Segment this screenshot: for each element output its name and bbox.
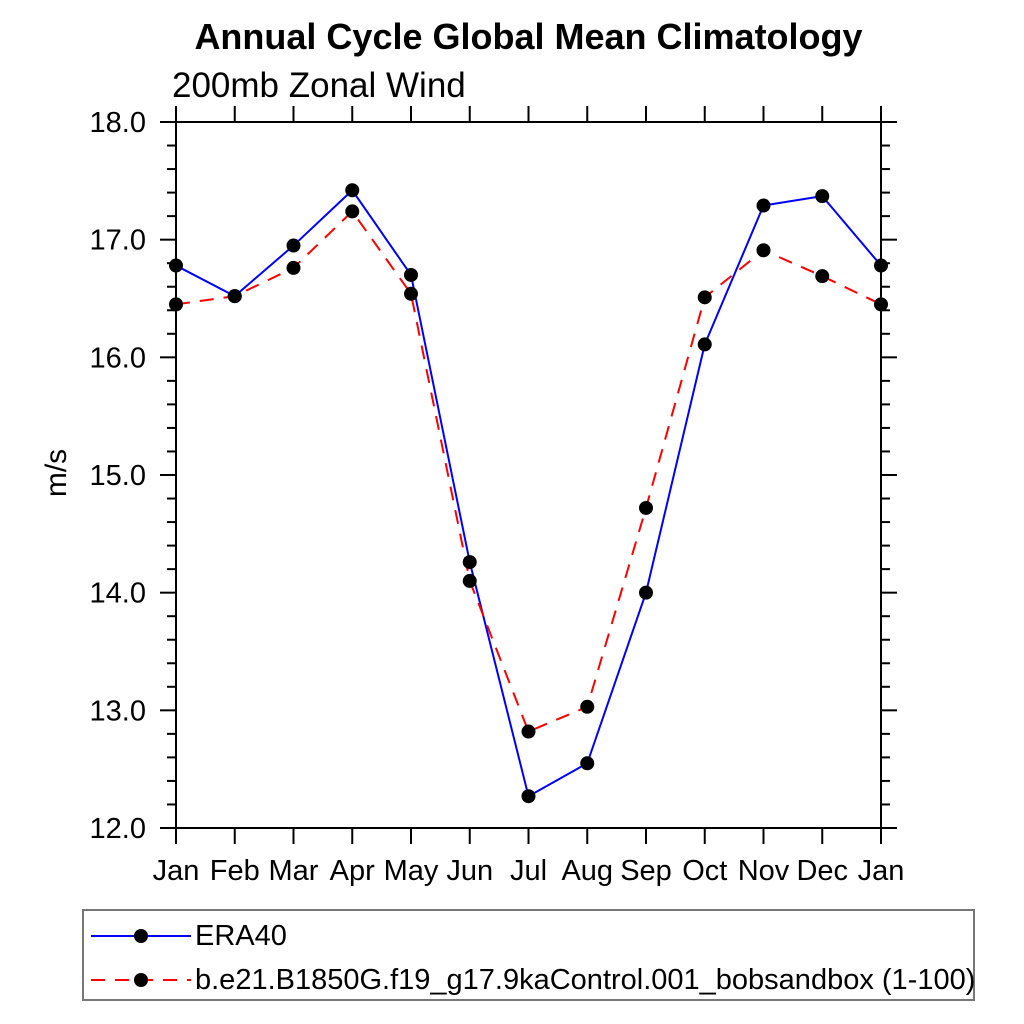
- y-axis-tick-label: 12.0: [90, 813, 146, 845]
- data-point-series-0: [580, 756, 595, 771]
- chart-subtitle: 200mb Zonal Wind: [172, 66, 466, 105]
- data-point-series-1: [169, 297, 183, 312]
- data-point-series-1: [815, 269, 830, 284]
- data-point-series-1: [404, 286, 418, 301]
- x-axis-tick-label: Jan: [153, 855, 200, 887]
- legend-item-model: b.e21.B1850G.f19_g17.9kaControl.001_bobs…: [89, 964, 975, 996]
- data-point-series-0: [815, 189, 830, 204]
- y-axis-label: m/s: [40, 448, 73, 498]
- data-point-series-1: [874, 297, 888, 312]
- x-axis-tick-label: Aug: [561, 855, 613, 887]
- x-axis-tick-label: Jan: [858, 855, 905, 887]
- x-axis-tick-label: Feb: [210, 855, 260, 887]
- legend: ERA40 b.e21.B1850G.f19_g17.9kaControl.00…: [82, 909, 975, 1001]
- chart-title: Annual Cycle Global Mean Climatology: [194, 16, 863, 57]
- x-axis-tick-label: Nov: [738, 855, 790, 887]
- data-point-series-0: [639, 585, 653, 600]
- data-point-series-1: [521, 724, 536, 739]
- data-point-series-1: [639, 500, 653, 515]
- y-axis-tick-label: 14.0: [90, 578, 146, 610]
- y-axis-tick-label: 15.0: [90, 460, 146, 492]
- data-point-series-0: [169, 258, 183, 273]
- data-point-series-1: [697, 290, 712, 305]
- x-axis-tick-label: Sep: [620, 855, 672, 887]
- data-point-series-1: [227, 289, 242, 304]
- y-axis-tick-label: 17.0: [90, 225, 146, 257]
- data-point-series-0: [521, 789, 536, 804]
- legend-item-era40: ERA40: [89, 920, 287, 952]
- x-axis-tick-label: Jun: [446, 855, 493, 887]
- data-point-series-0: [345, 183, 360, 198]
- y-axis-tick-label: 18.0: [90, 107, 146, 139]
- legend-marker-dot: [134, 929, 148, 943]
- legend-label-model: b.e21.B1850G.f19_g17.9kaControl.001_bobs…: [195, 963, 976, 996]
- x-axis-tick-label: Jul: [510, 855, 547, 887]
- data-point-series-0: [697, 337, 712, 352]
- data-point-series-0: [874, 258, 888, 273]
- data-point-series-1: [756, 243, 771, 258]
- legend-sample-dashed-line: [91, 973, 191, 987]
- series-line-0: [175, 189, 882, 798]
- data-point-series-1: [345, 204, 360, 219]
- legend-sample-solid-line: [91, 929, 191, 943]
- x-axis-tick-label: Apr: [330, 855, 375, 887]
- legend-marker-dot: [134, 973, 148, 987]
- x-axis-tick-label: Mar: [269, 855, 319, 887]
- data-point-series-0: [756, 198, 771, 213]
- x-axis-tick-label: May: [384, 855, 439, 887]
- data-point-series-1: [462, 573, 477, 588]
- x-axis-tick-label: Oct: [682, 855, 727, 887]
- x-axis-tick-label: Dec: [796, 855, 848, 887]
- y-axis-tick-label: 13.0: [90, 695, 146, 727]
- y-axis-tick-label: 16.0: [90, 342, 146, 374]
- plot-frame: [175, 121, 882, 829]
- data-point-series-0: [404, 267, 418, 282]
- data-point-series-0: [286, 238, 301, 253]
- series-line-1: [175, 210, 882, 733]
- data-point-series-0: [462, 555, 477, 570]
- data-point-series-1: [580, 699, 595, 714]
- data-point-series-1: [286, 260, 301, 275]
- legend-label-era40: ERA40: [195, 919, 287, 952]
